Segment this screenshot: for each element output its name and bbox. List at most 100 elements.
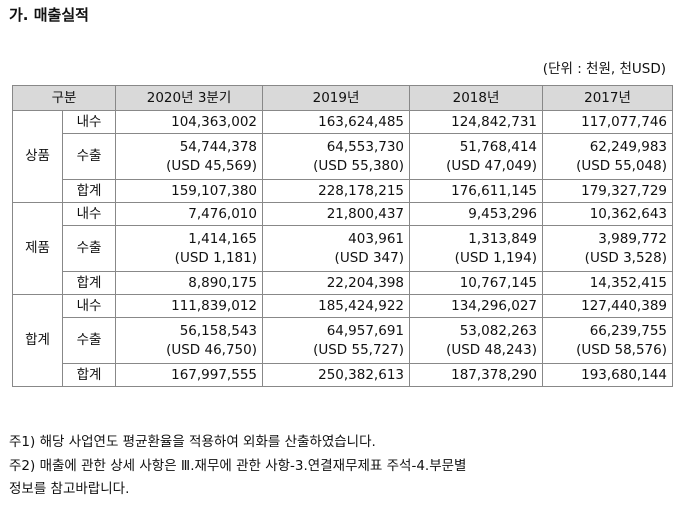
table-header-row: 구분 2020년 3분기 2019년 2018년 2017년: [12, 85, 673, 111]
amount-krw: 127,440,389: [581, 297, 667, 314]
value-cell: 1,414,165 (USD 1,181): [115, 225, 263, 272]
amount-krw: 111,839,012: [171, 297, 257, 314]
amount-krw: 53,082,263: [459, 322, 537, 339]
table-row: 수출 54,744,378 (USD 45,569) 64,553,730 (USD 5…: [13, 133, 673, 180]
value-cell: 62,249,983 (USD 55,048): [542, 133, 673, 180]
amount-krw: 163,624,485: [318, 113, 404, 130]
value-cell: 22,204,398: [262, 271, 410, 295]
amount-krw: 54,744,378: [179, 138, 257, 155]
amount-krw: 21,800,437: [326, 205, 404, 222]
header-category: 구분: [12, 85, 116, 111]
amount-krw: 176,611,145: [451, 182, 537, 199]
section-title: 가. 매출실적: [9, 6, 89, 24]
table-row: 수출 56,158,543 (USD 46,750) 64,957,691 (USD 5…: [13, 317, 673, 364]
value-cell: 10,362,643: [542, 202, 673, 226]
amount-krw: 51,768,414: [459, 138, 537, 155]
amount-krw: 7,476,010: [188, 205, 257, 222]
header-2017: 2017년: [542, 85, 673, 111]
value-cell: 53,082,263 (USD 48,243): [409, 317, 543, 364]
amount-krw: 250,382,613: [318, 366, 404, 383]
amount-usd: (USD 1,181): [174, 249, 257, 266]
amount-usd: (USD 55,048): [576, 157, 667, 174]
table-row: 합계 내수 111,839,012 185,424,922 134,296,027 127…: [12, 294, 673, 387]
amount-krw: 124,842,731: [451, 113, 537, 130]
amount-krw: 228,178,215: [318, 182, 404, 199]
value-cell: 64,957,691 (USD 55,727): [262, 317, 410, 364]
value-cell: 193,680,144: [542, 363, 673, 387]
amount-usd: (USD 58,576): [576, 341, 667, 358]
value-cell: 3,989,772 (USD 3,528): [542, 225, 673, 272]
table-row: 합계 167,997,555 250,382,613 187,378,290 193,6…: [13, 363, 673, 387]
amount-krw: 22,204,398: [326, 274, 404, 291]
value-cell: 228,178,215: [262, 179, 410, 203]
value-cell: 127,440,389: [542, 294, 673, 318]
row-label: 내수: [62, 202, 116, 226]
value-cell: 185,424,922: [262, 294, 410, 318]
amount-krw: 159,107,380: [171, 182, 257, 199]
amount-krw: 64,553,730: [326, 138, 404, 155]
value-cell: 134,296,027: [409, 294, 543, 318]
value-cell: 10,767,145: [409, 271, 543, 295]
amount-usd: (USD 45,569): [166, 157, 257, 174]
value-cell: 1,313,849 (USD 1,194): [409, 225, 543, 272]
amount-usd: (USD 347): [334, 249, 404, 266]
sales-table: 구분 2020년 3분기 2019년 2018년 2017년 상품 내수 104,3…: [12, 85, 673, 387]
row-label: 합계: [62, 363, 116, 387]
amount-krw: 187,378,290: [451, 366, 537, 383]
amount-usd: (USD 1,194): [454, 249, 537, 266]
value-cell: 187,378,290: [409, 363, 543, 387]
value-cell: 56,158,543 (USD 46,750): [115, 317, 263, 364]
amount-usd: (USD 48,243): [446, 341, 537, 358]
amount-krw: 1,414,165: [188, 230, 257, 247]
value-cell: 21,800,437: [262, 202, 410, 226]
amount-krw: 1,313,849: [468, 230, 537, 247]
amount-krw: 8,890,175: [188, 274, 257, 291]
amount-krw: 117,077,746: [581, 113, 667, 130]
amount-krw: 167,997,555: [171, 366, 257, 383]
amount-usd: (USD 47,049): [446, 157, 537, 174]
value-cell: 66,239,755 (USD 58,576): [542, 317, 673, 364]
table-row: 합계 159,107,380 228,178,215 176,611,145 179,3…: [13, 179, 673, 203]
amount-usd: (USD 55,380): [313, 157, 404, 174]
table-row: 상품 내수 104,363,002 163,624,485 124,842,731 117…: [12, 110, 673, 203]
value-cell: 64,553,730 (USD 55,380): [262, 133, 410, 180]
amount-krw: 179,327,729: [581, 182, 667, 199]
amount-krw: 9,453,296: [468, 205, 537, 222]
amount-krw: 62,249,983: [589, 138, 667, 155]
value-cell: 403,961 (USD 347): [262, 225, 410, 272]
header-2018: 2018년: [409, 85, 543, 111]
group-label: 합계: [12, 294, 63, 387]
footnote-2-continued: 정보를 참고바랍니다.: [9, 481, 130, 497]
row-label: 내수: [62, 294, 116, 318]
value-cell: 117,077,746: [542, 110, 673, 134]
footnote-1: 주1) 해당 사업연도 평균환율을 적용하여 외화를 산출하였습니다.: [9, 434, 376, 450]
footnote-2: 주2) 매출에 관한 상세 사항은 Ⅲ.재무에 관한 사항-3.연결재무제표 주…: [9, 457, 467, 474]
amount-krw: 3,989,772: [598, 230, 667, 247]
amount-krw: 134,296,027: [451, 297, 537, 314]
value-cell: 104,363,002: [115, 110, 263, 134]
amount-krw: 193,680,144: [581, 366, 667, 383]
row-label: 합계: [62, 179, 116, 203]
row-label: 수출: [62, 133, 116, 180]
amount-krw: 56,158,543: [179, 322, 257, 339]
group-label: 상품: [12, 110, 63, 203]
value-cell: 111,839,012: [115, 294, 263, 318]
value-cell: 163,624,485: [262, 110, 410, 134]
value-cell: 54,744,378 (USD 45,569): [115, 133, 263, 180]
amount-krw: 10,767,145: [459, 274, 537, 291]
amount-krw: 66,239,755: [589, 322, 667, 339]
row-label: 합계: [62, 271, 116, 295]
table-row: 수출 1,414,165 (USD 1,181) 403,961 (USD 347) 1,…: [13, 225, 673, 272]
unit-note: (단위 : 천원, 천USD): [542, 61, 666, 77]
header-2019: 2019년: [262, 85, 410, 111]
amount-krw: 104,363,002: [171, 113, 257, 130]
value-cell: 250,382,613: [262, 363, 410, 387]
footnotes: 주1) 해당 사업연도 평균환율을 적용하여 외화를 산출하였습니다. 주2) …: [9, 431, 466, 502]
amount-krw: 403,961: [348, 230, 404, 247]
group-label: 제품: [12, 202, 63, 295]
amount-usd: (USD 46,750): [166, 341, 257, 358]
row-label: 수출: [62, 225, 116, 272]
amount-usd: (USD 55,727): [313, 341, 404, 358]
value-cell: 159,107,380: [115, 179, 263, 203]
value-cell: 9,453,296: [409, 202, 543, 226]
